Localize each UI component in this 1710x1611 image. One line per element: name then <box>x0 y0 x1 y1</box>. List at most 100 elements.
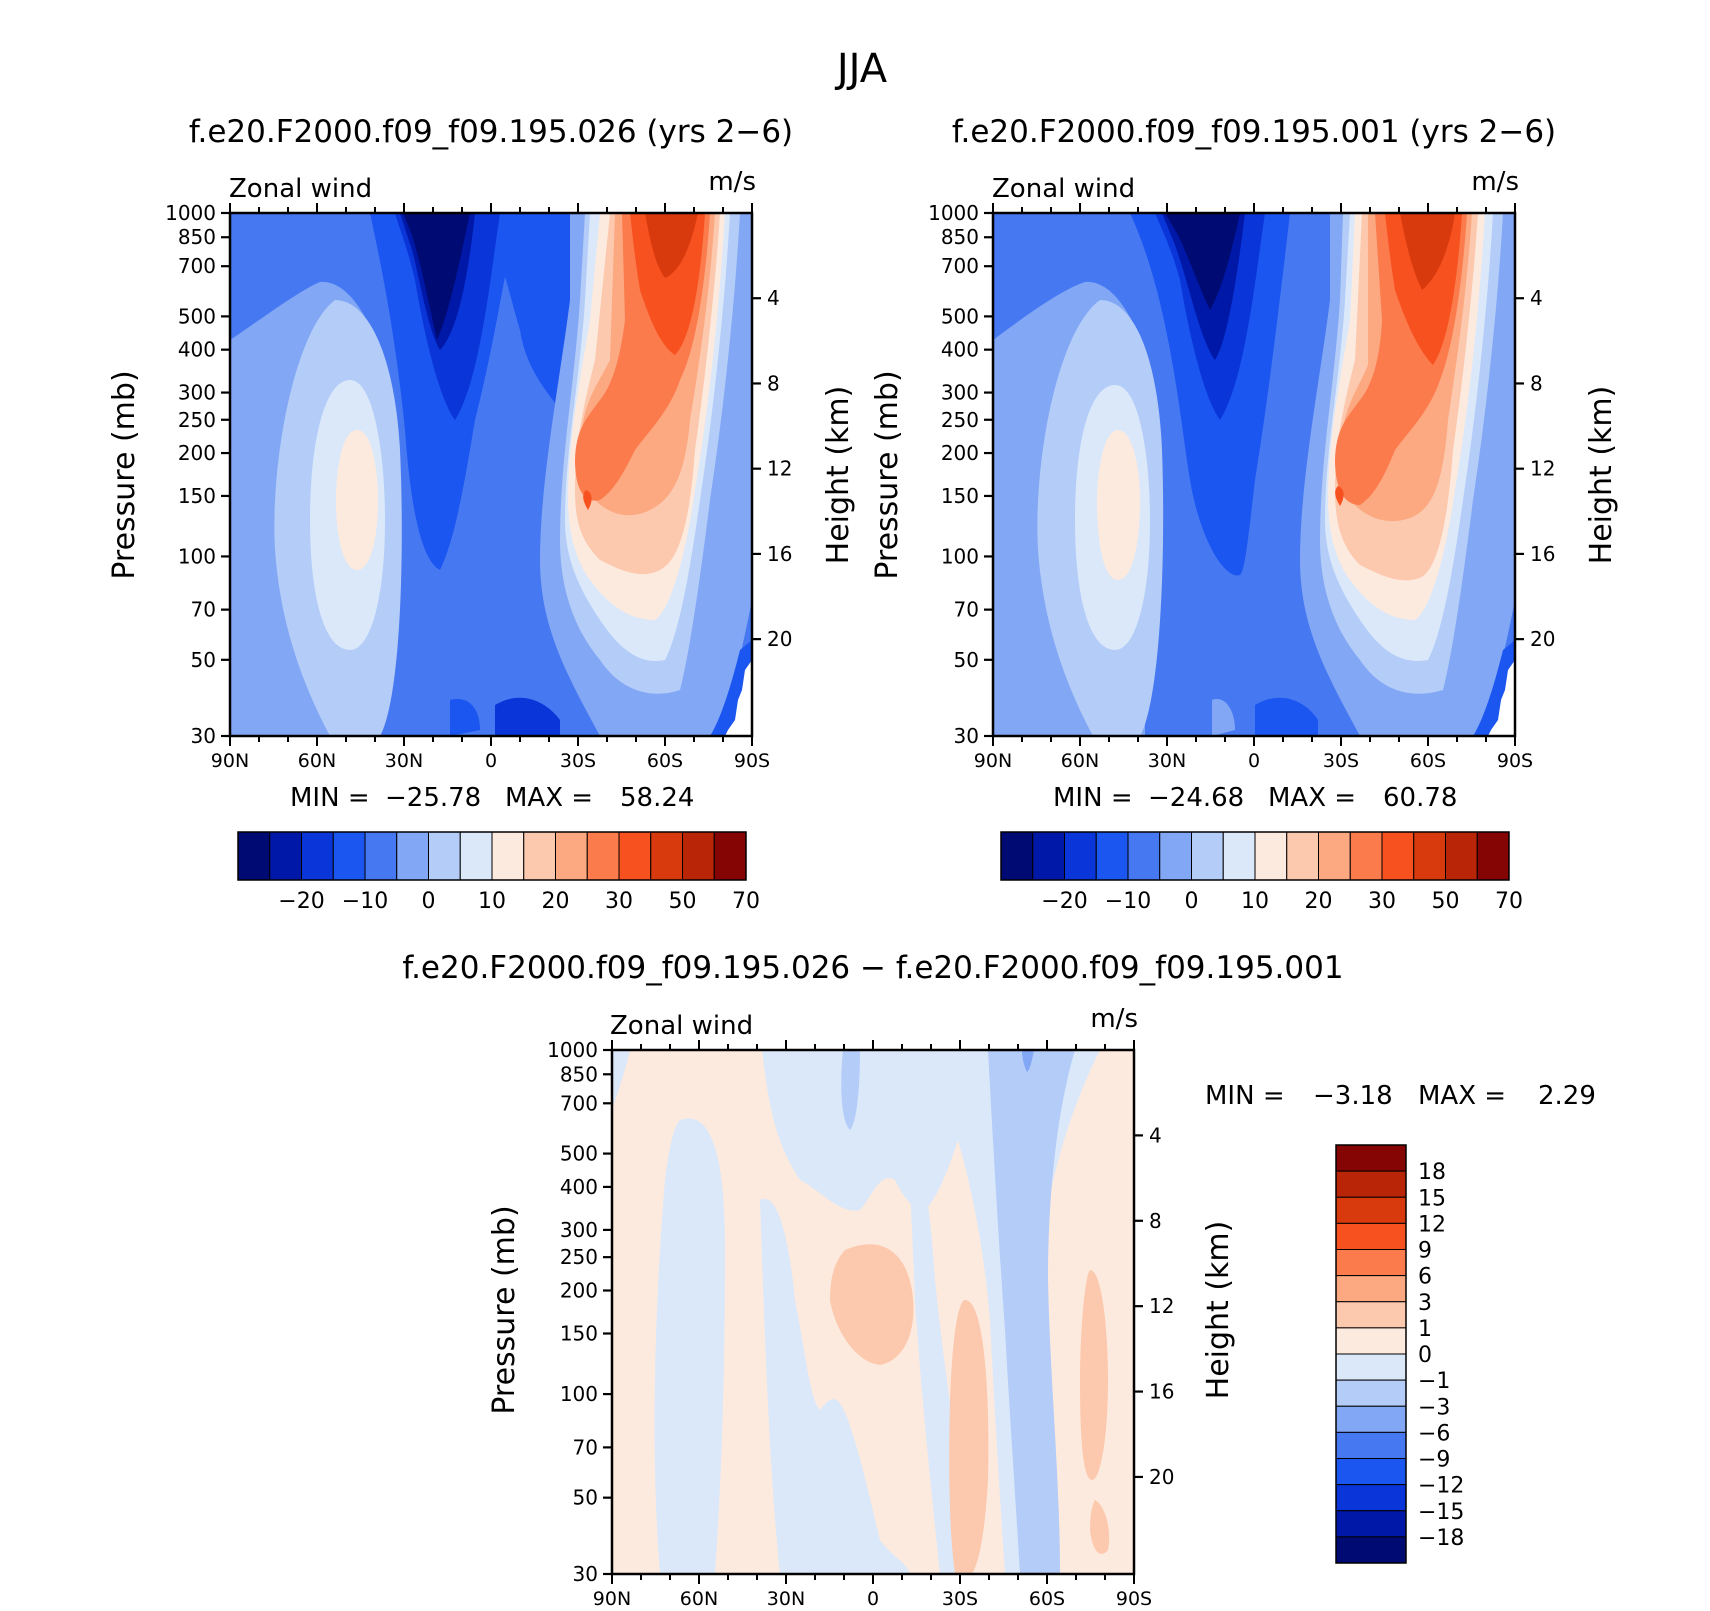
colorbar-label: 70 <box>1495 889 1523 914</box>
colorbar-label: 0 <box>1418 1343 1432 1368</box>
panel-c-units-label: m/s <box>1090 1004 1138 1034</box>
colorbar-swatch <box>332 831 366 881</box>
colorbar-swatch <box>1381 831 1415 881</box>
colorbar-label: −10 <box>342 889 388 914</box>
colorbar-frame <box>237 831 747 881</box>
colorbar-swatch <box>1335 1379 1407 1407</box>
colorbar-swatch <box>1159 831 1192 881</box>
panel-c-min-value: −3.18 <box>1313 1081 1393 1111</box>
y-tick-label: 700 <box>941 254 979 278</box>
panel-b-title: f.e20.F2000.f09_f09.195.001 (yrs 2−6) <box>952 114 1556 150</box>
contour-band-neg25-a <box>403 213 470 340</box>
colorbar-label: −1 <box>1418 1369 1450 1394</box>
colorbar-swatch <box>1349 831 1383 881</box>
colorbar-label: −10 <box>1105 889 1151 914</box>
x-tick-label: 0 <box>1248 750 1260 772</box>
y-tick-label: 150 <box>560 1321 598 1345</box>
y-tick-label: 100 <box>178 544 216 568</box>
colorbar-swatch <box>1335 1144 1407 1172</box>
x-tick-label: 60N <box>680 1588 718 1610</box>
panel-b-max-value: 60.78 <box>1383 783 1457 813</box>
colorbar-swatch <box>1286 831 1319 881</box>
y-tick-label: 700 <box>178 254 216 278</box>
panel-a-colorbar: −20 −10 0 10 20 30 50 70 <box>237 831 760 914</box>
colorbar-swatch <box>396 831 429 881</box>
colorbar-label: −18 <box>1418 1526 1464 1551</box>
colorbar-label: 50 <box>669 889 697 914</box>
panel-c: f.e20.F2000.f09_f09.195.026 − f.e20.F200… <box>402 950 1595 1610</box>
colorbar-swatch <box>1335 1510 1407 1538</box>
panel-b-y-label: Pressure (mb) <box>870 370 905 579</box>
panel-c-min-label: MIN = <box>1205 1081 1285 1111</box>
colorbar-swatch <box>1335 1170 1407 1198</box>
x-tick-label: 0 <box>485 750 497 772</box>
x-tick-label: 60S <box>1410 750 1446 772</box>
colorbar-swatch <box>237 831 271 881</box>
panel-b-contour-field <box>993 213 1515 736</box>
colorbar-swatch <box>1335 1431 1407 1459</box>
y-tick-label: 500 <box>941 304 979 328</box>
colorbar-label: 3 <box>1418 1291 1432 1316</box>
contour-band-neg6-drip-c <box>1022 1050 1034 1072</box>
contour-band-neg1-mid-c <box>760 1198 910 1574</box>
panel-c-y2-label: Height (km) <box>1201 1221 1236 1400</box>
colorbar-label: 10 <box>1241 889 1269 914</box>
colorbar-swatch <box>1335 1484 1407 1512</box>
colorbar-label: 12 <box>1418 1212 1446 1237</box>
contour-band-eq-blob-b <box>1255 697 1318 736</box>
y-tick-label: 400 <box>560 1175 598 1199</box>
panel-b-colorbar: −20 −10 0 10 20 30 50 70 <box>1000 831 1523 914</box>
colorbar-swatch <box>364 831 398 881</box>
panel-a-min-label: MIN = <box>290 783 370 813</box>
panel-b-units-label: m/s <box>1471 167 1519 197</box>
x-tick-label: 30S <box>1323 750 1359 772</box>
colorbar-swatch <box>1095 831 1129 881</box>
colorbar-swatch <box>1335 1327 1407 1355</box>
colorbar-swatch <box>618 831 652 881</box>
panel-a: f.e20.F2000.f09_f09.195.026 (yrs 2−6) Zo… <box>107 114 856 914</box>
x-tick-label: 60S <box>647 750 683 772</box>
colorbar-swatch <box>1335 1249 1407 1277</box>
colorbar-label: 30 <box>1368 889 1396 914</box>
contour-band-pos1-c4 <box>1090 1500 1110 1554</box>
y-tick-label: 250 <box>941 408 979 432</box>
contour-band-10-to-15-a <box>336 430 378 570</box>
x-tick-label: 30N <box>1148 750 1186 772</box>
y-tick-label: 400 <box>178 338 216 362</box>
colorbar-swatch <box>1335 1275 1407 1303</box>
x-tick-label: 30N <box>385 750 423 772</box>
colorbar-label: 6 <box>1418 1265 1432 1290</box>
panel-b-min-label: MIN = <box>1053 783 1133 813</box>
contour-band-pos1-c2 <box>949 1300 989 1574</box>
colorbar-label: 30 <box>605 889 633 914</box>
panel-a-units-label: m/s <box>708 167 756 197</box>
y2-tick-label: 20 <box>1149 1465 1174 1489</box>
y2-tick-label: 8 <box>1149 1209 1162 1233</box>
x-tick-label: 60N <box>1061 750 1099 772</box>
colorbar-swatch <box>1032 831 1065 881</box>
colorbar-label: 70 <box>732 889 760 914</box>
y2-tick-label: 12 <box>1530 457 1555 481</box>
colorbar-label: −20 <box>1041 889 1087 914</box>
y-tick-label: 30 <box>954 724 979 748</box>
x-tick-label: 30N <box>767 1588 805 1610</box>
y-tick-label: 250 <box>560 1245 598 1269</box>
y-tick-label: 100 <box>941 544 979 568</box>
colorbar-swatch <box>1335 1458 1407 1486</box>
y-tick-label: 700 <box>560 1091 598 1115</box>
colorbar-label: 1 <box>1418 1317 1432 1342</box>
y-tick-label: 300 <box>178 381 216 405</box>
colorbar-swatch <box>1254 831 1288 881</box>
contour-band-neg3-sh-c <box>988 1050 1075 1574</box>
y-tick-label: 50 <box>191 648 216 672</box>
colorbar-swatch <box>1335 1353 1407 1381</box>
colorbar-swatch <box>650 831 683 881</box>
y-tick-label: 1000 <box>165 201 216 225</box>
contour-band-pos1-c3 <box>1080 1270 1108 1480</box>
colorbar-swatch <box>1064 831 1097 881</box>
colorbar-label: 10 <box>478 889 506 914</box>
colorbar-swatch <box>586 831 620 881</box>
colorbar-swatch <box>269 831 302 881</box>
